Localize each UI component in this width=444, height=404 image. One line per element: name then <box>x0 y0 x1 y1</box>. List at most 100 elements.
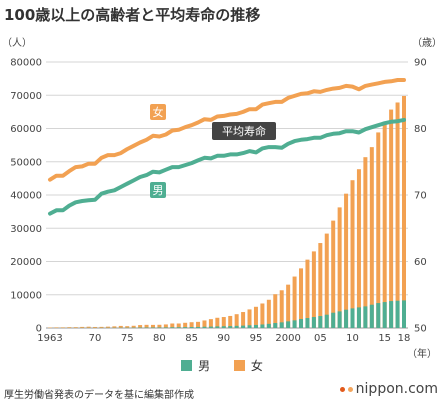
bar-male <box>331 312 336 328</box>
x-tick-label: 75 <box>121 333 134 344</box>
bar-female <box>138 325 143 328</box>
bar-female <box>112 326 117 328</box>
bar-male <box>324 314 329 328</box>
bar-female <box>202 320 207 328</box>
bar-male <box>376 303 381 328</box>
bar-male <box>215 326 220 328</box>
bar-female <box>241 312 246 328</box>
bar-male <box>150 327 155 328</box>
bar-male <box>344 309 349 328</box>
legend-item-female: 女 <box>233 357 263 374</box>
bar-male <box>356 307 361 328</box>
legend-item-male: 男 <box>181 357 210 374</box>
bar-female <box>266 299 271 328</box>
legend-label-female: 女 <box>250 359 263 373</box>
left-tick-label: 10000 <box>10 290 42 301</box>
bar-female <box>260 303 265 328</box>
bar-male <box>273 323 278 328</box>
left-tick-label: 50000 <box>10 157 42 168</box>
bar-male <box>318 316 323 328</box>
x-tick-label: 05 <box>314 333 327 344</box>
bar-female <box>228 315 233 328</box>
bar-female <box>273 294 278 328</box>
bar-female <box>382 123 387 328</box>
bar-male <box>176 327 181 328</box>
bar-female <box>369 147 374 328</box>
bar-male <box>202 326 207 328</box>
source-note: 厚生労働省発表のデータを基に編集部作成 <box>4 390 194 401</box>
bar-female <box>363 157 368 328</box>
right-axis-unit: （歳） <box>412 37 442 49</box>
x-tick-label: 10 <box>346 333 359 344</box>
bar-female <box>215 317 220 328</box>
bar-male <box>170 327 175 328</box>
bar-female <box>105 326 110 328</box>
bar-male <box>241 325 246 328</box>
legend-label-male: 男 <box>198 359 211 373</box>
right-tick-label: 90 <box>414 58 427 69</box>
bar-female <box>292 276 297 328</box>
bar-female <box>221 317 226 328</box>
bar-male <box>208 326 213 328</box>
left-tick-label: 40000 <box>10 191 42 202</box>
brand-dot-icon <box>339 386 345 392</box>
bar-male <box>260 324 265 328</box>
bar-female <box>324 233 329 328</box>
x-tick-label: 90 <box>217 333 230 344</box>
left-tick-label: 30000 <box>10 224 42 235</box>
female-life-expectancy-line <box>48 78 406 182</box>
bar-male <box>279 322 284 328</box>
x-tick-label: 15 <box>378 333 391 344</box>
left-tick-label: 80000 <box>10 58 42 69</box>
x-tick-label: 95 <box>250 333 263 344</box>
bar-female <box>318 243 323 328</box>
left-tick-label: 70000 <box>10 91 42 102</box>
bar-female <box>196 321 201 328</box>
bar-female <box>344 193 349 328</box>
bar-male <box>369 304 374 328</box>
bar-male <box>247 325 252 328</box>
legend-swatch-female <box>233 360 245 371</box>
avg-label: 平均寿命 <box>212 122 276 140</box>
male-line-label-text: 男 <box>153 184 164 197</box>
brand-dot-icon <box>347 386 353 392</box>
bar-female <box>118 325 123 328</box>
bar-female <box>279 290 284 328</box>
right-tick-label: 60 <box>414 257 427 268</box>
bar-female <box>48 327 52 328</box>
chart-title: 100歳以上の高齢者と平均寿命の推移 <box>4 6 261 24</box>
bar-female <box>150 324 155 328</box>
x-tick-label: 18 <box>398 333 411 344</box>
bar-male <box>183 327 188 328</box>
bar-male <box>363 306 368 328</box>
bar-female <box>80 326 85 328</box>
brand-logo: nippon.com <box>339 381 438 397</box>
x-tick-label: 70 <box>89 333 102 344</box>
x-tick-label: 1963 <box>37 333 62 344</box>
bar-female <box>60 327 65 328</box>
bar-male <box>189 327 194 328</box>
left-axis-unit: （人） <box>2 37 32 49</box>
legend-swatch-male <box>181 360 193 371</box>
right-tick-label: 50 <box>414 324 427 335</box>
bar-female <box>234 314 239 328</box>
life-expectancy-lines <box>48 78 406 216</box>
bar-male <box>234 325 239 328</box>
bar-female <box>54 327 59 328</box>
legend: 男 女 <box>0 357 444 374</box>
bar-female <box>176 323 181 328</box>
bar-female <box>331 220 336 328</box>
bar-male <box>163 327 168 328</box>
female-line-label: 女 <box>150 104 166 120</box>
bar-female <box>86 326 91 328</box>
bar-female <box>189 322 194 328</box>
bar-male <box>157 327 162 328</box>
bar-female <box>93 326 98 328</box>
bar-female <box>73 327 78 328</box>
bar-female <box>299 268 304 328</box>
bar-male <box>305 318 310 328</box>
bar-male <box>337 311 342 328</box>
bar-female <box>402 95 406 328</box>
bar-female <box>311 251 316 328</box>
left-tick-label: 60000 <box>10 124 42 135</box>
